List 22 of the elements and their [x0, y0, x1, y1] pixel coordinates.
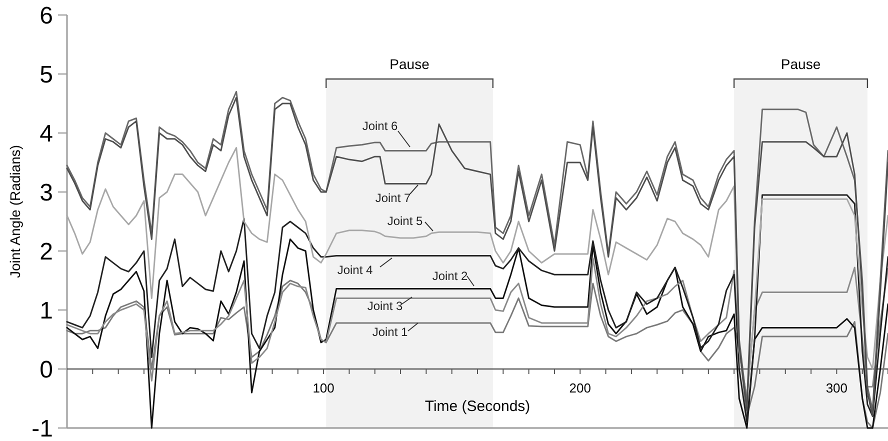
- series-label: Joint 1: [372, 325, 408, 339]
- series-label: Joint 5: [387, 214, 423, 228]
- y-tick-label: 0: [40, 356, 53, 384]
- y-tick-label: 3: [40, 179, 53, 206]
- y-tick-label: 6: [40, 2, 53, 30]
- x-tick-label: 300: [826, 380, 848, 396]
- series-label: Joint 2: [432, 269, 468, 283]
- band-label: Pause: [780, 56, 821, 72]
- series-label: Joint 4: [337, 263, 373, 277]
- band-label: Pause: [390, 56, 430, 72]
- y-tick-label: 4: [40, 120, 53, 148]
- series-label: Joint 3: [367, 299, 403, 313]
- y-tick-label: -1: [32, 415, 53, 441]
- x-tick-label: 200: [569, 380, 591, 396]
- x-axis-title: Time (Seconds): [424, 398, 530, 415]
- y-tick-label: 1: [40, 297, 53, 324]
- y-tick-label: 5: [40, 61, 53, 88]
- series-label: Joint 6: [362, 119, 398, 133]
- y-tick-label: 2: [40, 238, 53, 266]
- y-axis-title: Joint Angle (Radians): [7, 144, 23, 278]
- series-label: Joint 7: [375, 191, 411, 205]
- x-tick-label: 100: [312, 380, 334, 396]
